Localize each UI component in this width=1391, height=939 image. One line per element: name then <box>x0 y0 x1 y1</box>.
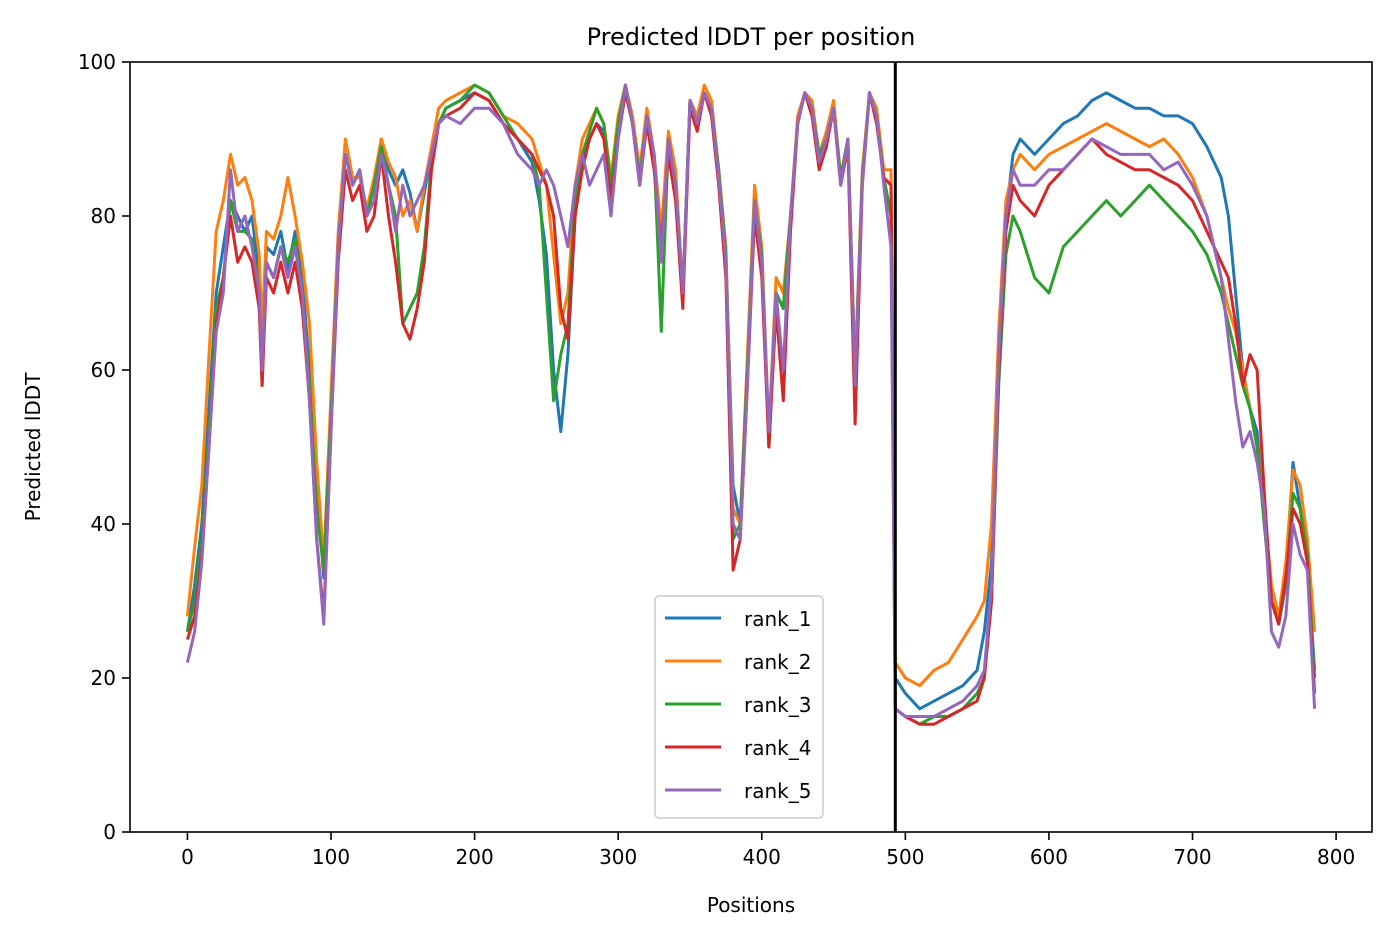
y-axis: 0 20 40 60 80 100 <box>78 50 130 844</box>
chart-title: Predicted lDDT per position <box>587 23 916 51</box>
series-layer <box>185 83 1317 726</box>
y-tick-label: 0 <box>103 820 116 844</box>
y-tick-label: 40 <box>91 512 116 536</box>
x-tick-label: 100 <box>312 845 350 869</box>
legend-label-rank_3: rank_3 <box>744 693 811 717</box>
x-tick-label: 400 <box>743 845 781 869</box>
x-tick-label: 300 <box>599 845 637 869</box>
legend-label-rank_5: rank_5 <box>744 779 811 803</box>
legend-label-rank_4: rank_4 <box>744 736 811 760</box>
x-tick-label: 0 <box>181 845 194 869</box>
x-tick-label: 800 <box>1317 845 1355 869</box>
y-tick-label: 100 <box>78 50 116 74</box>
series-line-rank_5 <box>185 83 1317 718</box>
y-tick-label: 20 <box>91 666 116 690</box>
legend-label-rank_1: rank_1 <box>744 607 811 631</box>
y-axis-label: Predicted lDDT <box>21 372 45 522</box>
x-axis-label: Positions <box>707 893 795 917</box>
legend-label-rank_2: rank_2 <box>744 650 811 674</box>
y-tick-label: 60 <box>91 358 116 382</box>
legend: rank_1 rank_2 rank_3 rank_4 rank_5 <box>654 595 824 819</box>
x-tick-label: 600 <box>1030 845 1068 869</box>
x-tick-label: 500 <box>886 845 924 869</box>
plot-frame <box>129 61 1373 833</box>
y-tick-label: 80 <box>91 204 116 228</box>
legend-box <box>654 595 824 819</box>
x-tick-label: 200 <box>456 845 494 869</box>
x-tick-label: 700 <box>1173 845 1211 869</box>
x-axis: 0 100 200 300 400 500 600 700 800 <box>181 832 1355 869</box>
